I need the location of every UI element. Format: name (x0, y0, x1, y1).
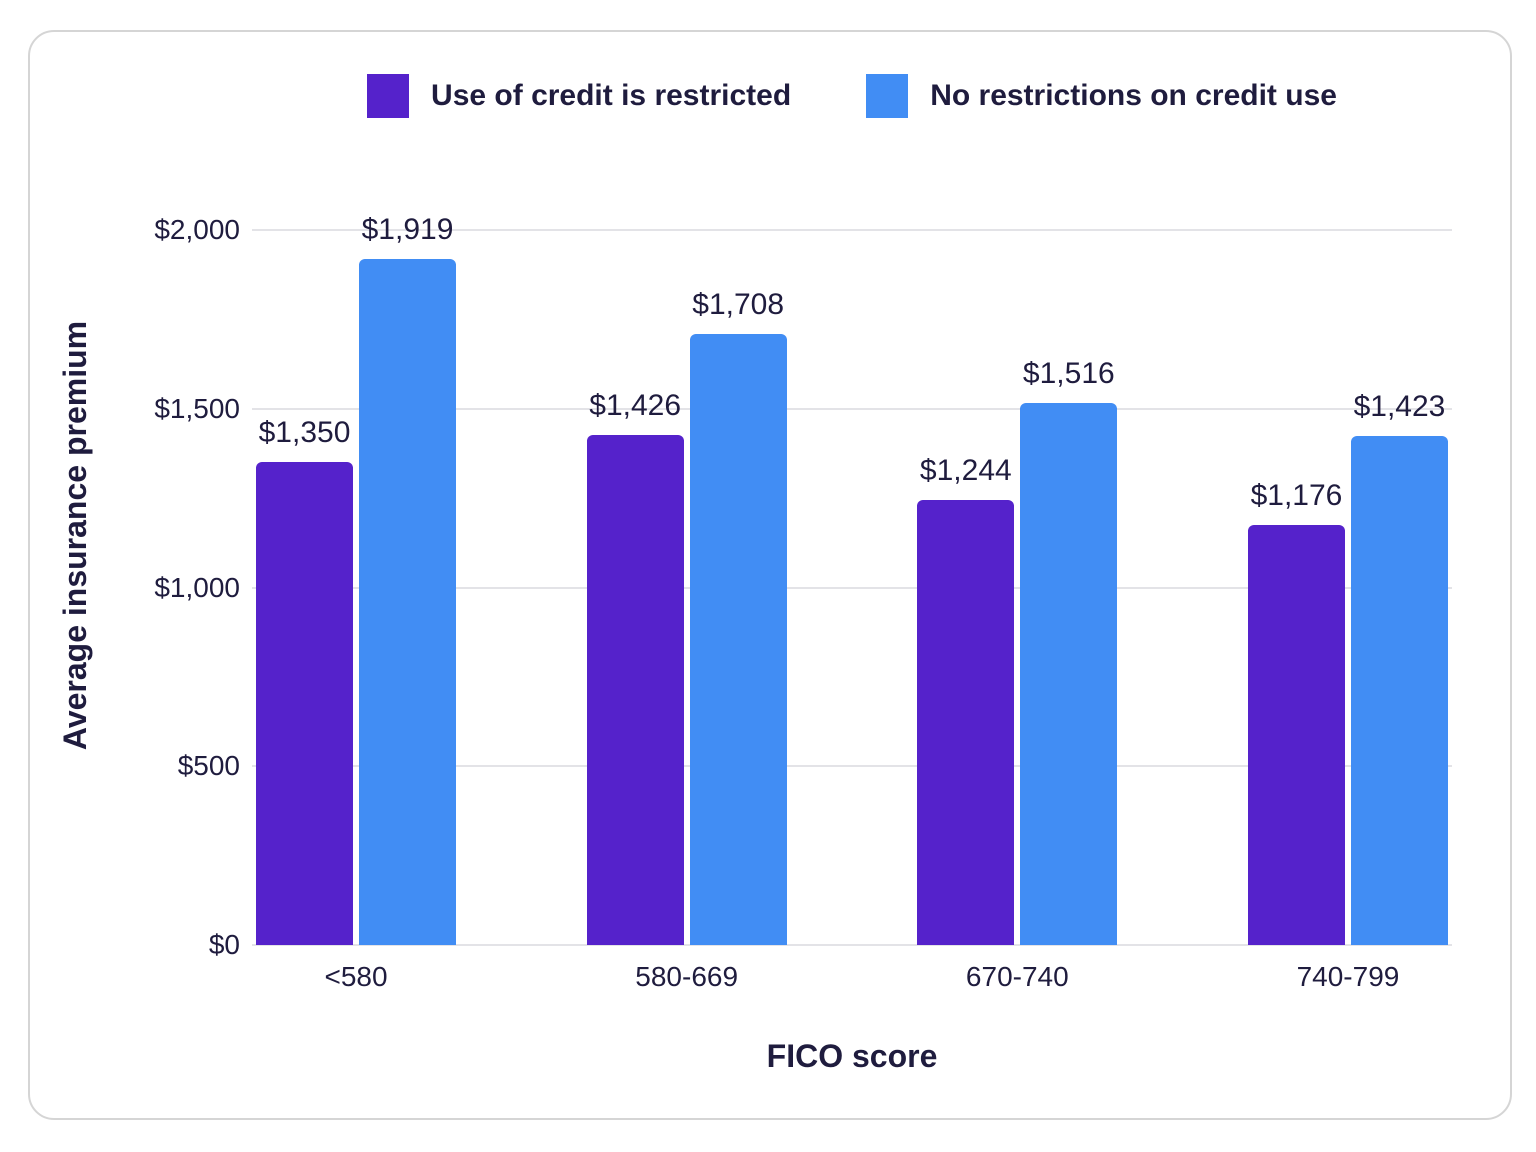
bar-no-restrictions (689, 334, 787, 945)
bar-no-restrictions (1020, 403, 1118, 945)
bar-value-label: $1,426 (589, 389, 682, 423)
bar-column: $1,244 (917, 230, 1015, 945)
legend: Use of credit is restricted No restrictio… (252, 74, 1452, 118)
gridline (252, 944, 1452, 946)
bar-value-label: $1,423 (1353, 390, 1446, 424)
y-tick-label: $1,500 (154, 392, 240, 424)
y-tick-label: $0 (208, 929, 240, 960)
bar-value-label: $1,708 (692, 288, 785, 322)
bar-column: $1,426 (586, 230, 684, 945)
x-tick-label: 580-669 (635, 961, 739, 992)
bar-credit-restricted (256, 462, 353, 945)
bar-credit-restricted (917, 500, 1015, 945)
bar-no-restrictions (1350, 436, 1448, 945)
legend-swatch (367, 74, 410, 118)
bar-no-restrictions (359, 258, 456, 945)
plot-area: $1,350 $1,919 <580 $1,426 $1,708 580-669 $1,24… (252, 213, 1452, 992)
bar-value-label: $1,919 (361, 212, 454, 246)
legend-item: Use of credit is restricted (367, 74, 791, 118)
bar-credit-restricted (1247, 524, 1345, 945)
bar-value-label: $1,516 (1022, 357, 1115, 391)
gridline (252, 229, 1452, 231)
legend-swatch (866, 74, 909, 118)
y-tick-label: $500 (177, 750, 240, 782)
bar-column: $1,919 (359, 213, 456, 945)
y-tick-label: $1,000 (154, 571, 240, 603)
bar-column: $1,423 (1350, 230, 1448, 945)
bar-value-label: $1,176 (1250, 478, 1343, 512)
y-axis-ticks: $0 $500 $1,000 $1,500 $2,000 (60, 214, 240, 960)
y-tick-label: $2,000 (154, 214, 240, 245)
chart-card: Use of credit is restricted No restrictio… (28, 30, 1512, 1120)
legend-label: Use of credit is restricted (431, 79, 792, 112)
x-tick-label: 740-799 (1296, 961, 1400, 992)
legend-label: No restrictions on credit use (930, 79, 1337, 112)
x-tick-label: 670-740 (965, 961, 1069, 992)
bar-group: $1,244 $1,516 670-740 (917, 230, 1118, 992)
bar-group: $1,176 $1,423 740-799 (1247, 230, 1448, 992)
bar-credit-restricted (586, 435, 684, 945)
bar-value-label: $1,350 (258, 416, 351, 450)
bar-group: $1,350 $1,919 <580 (256, 213, 456, 992)
x-axis-title: FICO score (766, 1038, 938, 1074)
bar-column: $1,516 (1020, 230, 1118, 945)
bar-column: $1,176 (1247, 230, 1345, 945)
bar-groups: $1,350 $1,919 <580 $1,426 $1,708 580-669 $1,24… (252, 213, 1452, 992)
x-tick-label: <580 (324, 961, 388, 992)
bar-value-label: $1,244 (919, 454, 1012, 488)
bar-group: $1,426 $1,708 580-669 (586, 230, 787, 992)
bar-column: $1,708 (689, 230, 787, 945)
gridline (252, 765, 1452, 768)
bar-column: $1,350 (256, 230, 353, 945)
legend-item: No restrictions on credit use (866, 74, 1337, 118)
gridline (252, 586, 1452, 589)
gridline (252, 407, 1452, 410)
